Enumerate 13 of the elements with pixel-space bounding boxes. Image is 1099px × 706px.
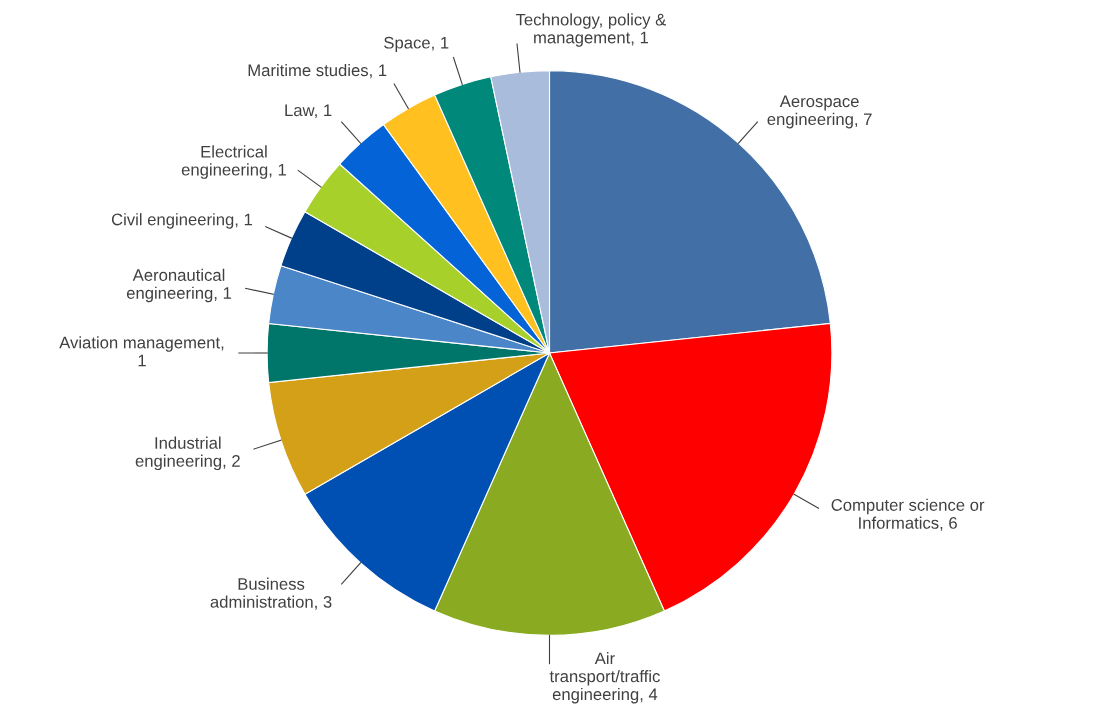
slice-label: Computer science or Informatics, 6 xyxy=(831,498,985,531)
slice-label: Law, 1 xyxy=(285,104,332,119)
slice-label: Electrical engineering, 1 xyxy=(181,145,286,179)
slice-label: Technology, policy & management, 1 xyxy=(515,13,666,47)
slice-label: Aviation management, 1 xyxy=(59,336,224,367)
slice-label: Civil engineering, 1 xyxy=(111,213,253,229)
slice-label: Business administration, 3 xyxy=(210,577,332,610)
slice-label: Air transport/traffic engineering, 4 xyxy=(549,652,660,704)
slice-label: Maritime studies, 1 xyxy=(248,63,387,79)
slice-label: Space, 1 xyxy=(384,36,449,52)
slice-label: Aerospace engineering, 7 xyxy=(767,95,872,129)
slice-label: Industrial engineering, 2 xyxy=(135,436,240,471)
slice-label: Aeronautical engineering, 1 xyxy=(126,268,232,303)
